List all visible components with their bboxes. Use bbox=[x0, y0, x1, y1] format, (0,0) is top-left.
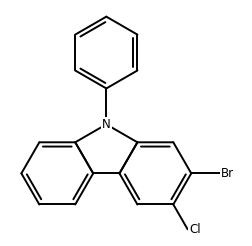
Text: Br: Br bbox=[221, 167, 234, 180]
Text: N: N bbox=[102, 118, 111, 131]
Text: Cl: Cl bbox=[189, 223, 201, 236]
